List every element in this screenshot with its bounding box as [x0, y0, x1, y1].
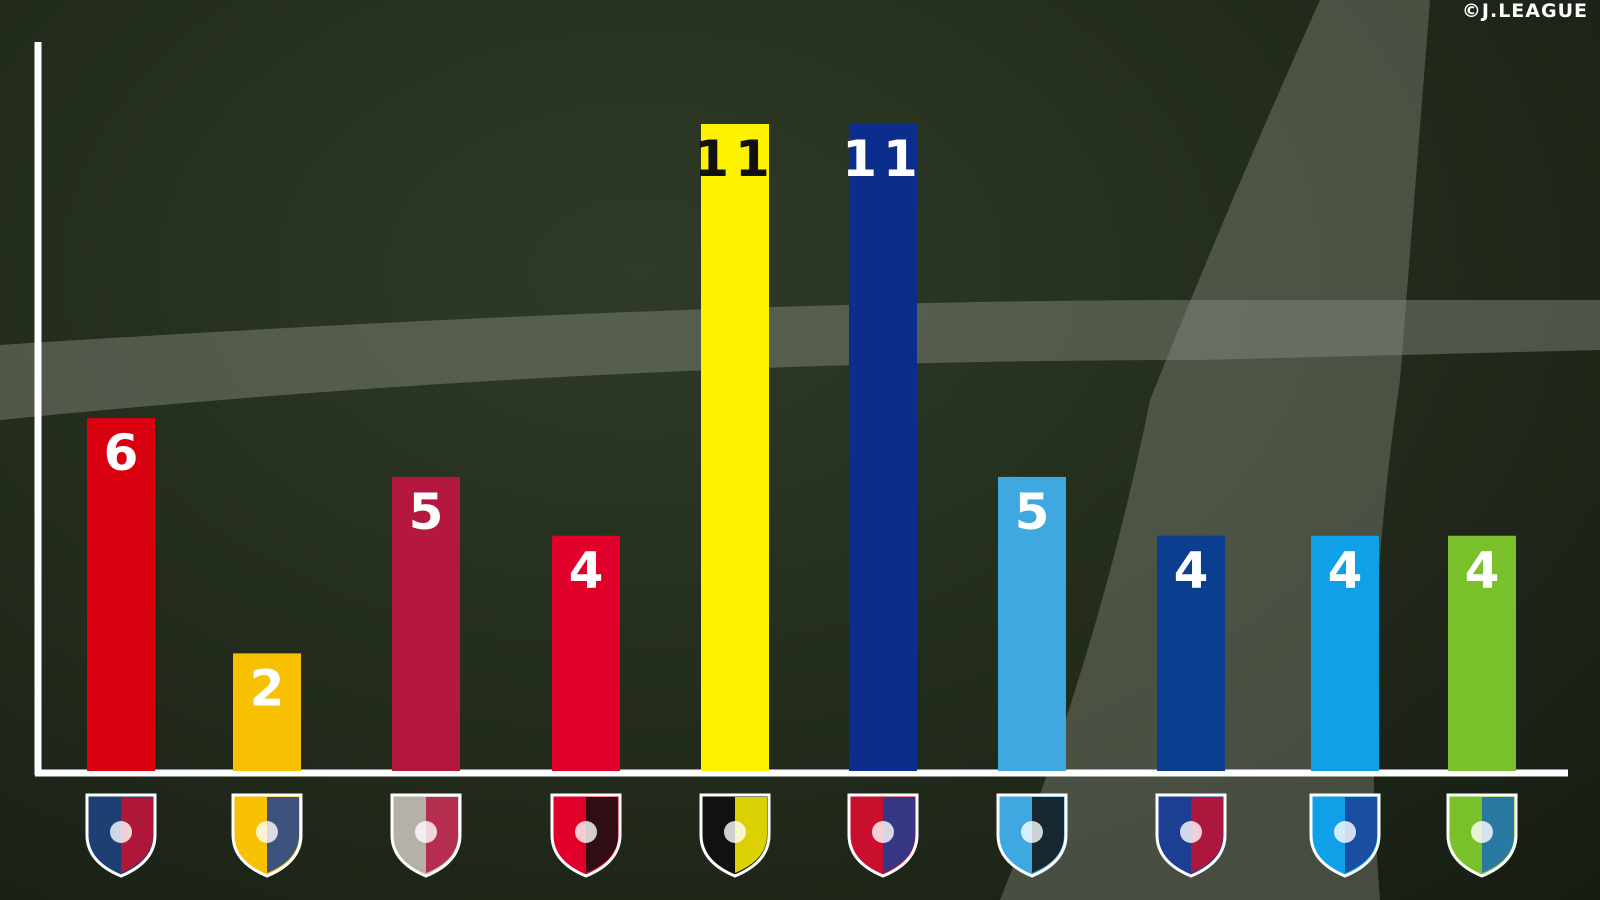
team-logo	[85, 793, 157, 878]
copyright-text: ©J.LEAGUE	[1461, 0, 1588, 22]
bar	[701, 124, 769, 771]
bar	[849, 124, 917, 771]
team-logo	[1309, 793, 1381, 878]
data-label: 4	[569, 542, 604, 600]
bar	[1157, 535, 1225, 771]
data-label: 6	[104, 424, 139, 482]
data-label: 2	[250, 659, 285, 717]
team-logo	[996, 793, 1068, 878]
data-label: 5	[409, 483, 444, 541]
team-logo	[231, 793, 303, 878]
data-label: 4	[1174, 542, 1209, 600]
bar	[392, 476, 460, 771]
data-label: 4	[1465, 542, 1500, 600]
bar	[552, 535, 620, 771]
team-logo	[1446, 793, 1518, 878]
data-label: 11	[694, 130, 776, 188]
team-logo	[550, 793, 622, 878]
data-label: 11	[842, 130, 924, 188]
bar	[1311, 535, 1379, 771]
bar	[1448, 535, 1516, 771]
bar	[233, 653, 301, 771]
team-logo	[1155, 793, 1227, 878]
team-logo	[699, 793, 771, 878]
team-logo	[847, 793, 919, 878]
bar	[998, 476, 1066, 771]
data-label: 4	[1328, 542, 1363, 600]
bar	[87, 418, 155, 771]
team-logo	[390, 793, 462, 878]
data-label: 5	[1015, 483, 1050, 541]
